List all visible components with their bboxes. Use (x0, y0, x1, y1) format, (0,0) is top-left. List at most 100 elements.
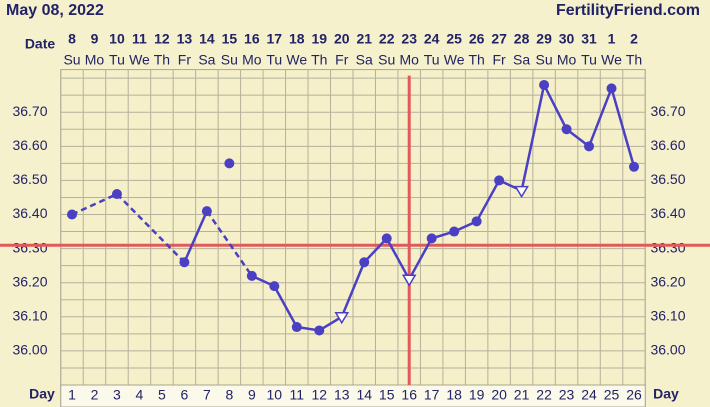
marker (494, 175, 505, 186)
line-segment (183, 210, 209, 263)
day-label: 11 (290, 387, 305, 403)
date-label: 20 (334, 31, 350, 47)
marker (606, 83, 617, 94)
marker (269, 281, 280, 292)
weekday-label: Mo (242, 52, 262, 68)
day-label: 5 (158, 387, 166, 403)
weekday-label: Fr (178, 52, 192, 68)
weekday-label: We (129, 52, 150, 68)
date-label: 15 (222, 31, 238, 47)
dashed-segment (71, 192, 118, 216)
day-label: 8 (225, 387, 233, 403)
weekday-label: Sa (356, 52, 373, 68)
dashed-segment (116, 193, 186, 264)
day-label: 21 (514, 387, 530, 403)
day-label: 25 (604, 387, 620, 403)
marker (291, 322, 302, 333)
day-label: 26 (626, 387, 642, 403)
date-label: 1 (608, 31, 616, 47)
weekday-label: Su (536, 52, 553, 68)
weekday-label: Su (221, 52, 238, 68)
date-label: 24 (424, 31, 440, 47)
y-tick-label-right: 36.30 (650, 239, 685, 255)
y-tick-label-right: 36.60 (650, 137, 685, 153)
weekday-label: Th (468, 52, 484, 68)
weekday-label: Th (626, 52, 642, 68)
weekday-label: Su (378, 52, 395, 68)
weekday-label: Tu (109, 52, 125, 68)
date-label: 21 (356, 31, 372, 47)
marker (584, 141, 595, 152)
y-tick-label: 36.30 (12, 239, 47, 255)
line-segment (273, 285, 298, 328)
line-segment (408, 237, 433, 280)
day-label: 16 (401, 387, 417, 403)
weekday-label: We (444, 52, 465, 68)
date-label: 19 (311, 31, 327, 47)
weekday-label: Tu (266, 52, 282, 68)
chart-title: May 08, 2022 (6, 2, 104, 19)
y-tick-label-right: 36.00 (650, 342, 685, 358)
marker (426, 233, 437, 244)
marker (201, 206, 212, 217)
marker (111, 189, 122, 200)
y-tick-label-right: 36.10 (650, 308, 685, 324)
y-tick-label-right: 36.40 (650, 205, 685, 221)
y-tick-label-right: 36.50 (650, 171, 685, 187)
date-label: 8 (68, 31, 76, 47)
date-label: 31 (581, 31, 597, 47)
marker (314, 325, 325, 336)
line-segment (385, 237, 411, 280)
line-segment (340, 261, 366, 318)
weekday-label: We (601, 52, 622, 68)
day-label: 22 (536, 387, 552, 403)
marker (67, 209, 77, 220)
weekday-label: Th (154, 52, 170, 68)
weekday-label: Sa (198, 52, 215, 68)
weekday-label: Mo (557, 52, 577, 68)
weekday-label: Su (63, 52, 80, 68)
date-label: 2 (630, 31, 638, 47)
date-label: 9 (91, 31, 99, 47)
date-label: 22 (379, 31, 395, 47)
open-marker (334, 312, 350, 325)
y-tick-label: 36.60 (12, 137, 47, 153)
date-label: 27 (491, 31, 507, 47)
date-label: 23 (401, 31, 417, 47)
line-segment (610, 88, 636, 168)
date-label: 28 (514, 31, 530, 47)
day-label: 17 (424, 387, 440, 403)
line-segment (475, 179, 501, 222)
date-label: 25 (446, 31, 462, 47)
y-tick-label: 36.10 (12, 308, 47, 324)
marker (246, 270, 257, 281)
marker (561, 124, 572, 135)
line-segment (363, 237, 388, 264)
date-label: 11 (132, 31, 147, 47)
marker (629, 161, 639, 172)
date-label: 13 (177, 31, 193, 47)
weekday-label: Mo (399, 52, 419, 68)
date-label: 10 (109, 31, 125, 47)
marker (381, 233, 392, 244)
day-label: 4 (136, 387, 144, 403)
open-marker (401, 274, 417, 287)
day-label: 13 (334, 387, 350, 403)
open-marker (514, 185, 529, 199)
weekday-label: We (286, 52, 307, 68)
line-segment (542, 84, 568, 130)
day-label: 7 (203, 387, 211, 403)
dashed-segment (205, 210, 253, 277)
day-label: 3 (113, 387, 121, 403)
discarded-marker (224, 158, 235, 169)
day-label: 24 (581, 387, 597, 403)
day-label: 9 (248, 387, 256, 403)
y-tick-label: 36.20 (12, 273, 47, 289)
y-tick-label: 36.00 (12, 342, 47, 358)
day-label: 10 (267, 387, 283, 403)
weekday-label: Tu (424, 52, 440, 68)
date-label: 29 (536, 31, 552, 47)
weekday-label: Fr (493, 52, 507, 68)
date-label: 12 (154, 31, 170, 47)
marker (539, 79, 550, 90)
